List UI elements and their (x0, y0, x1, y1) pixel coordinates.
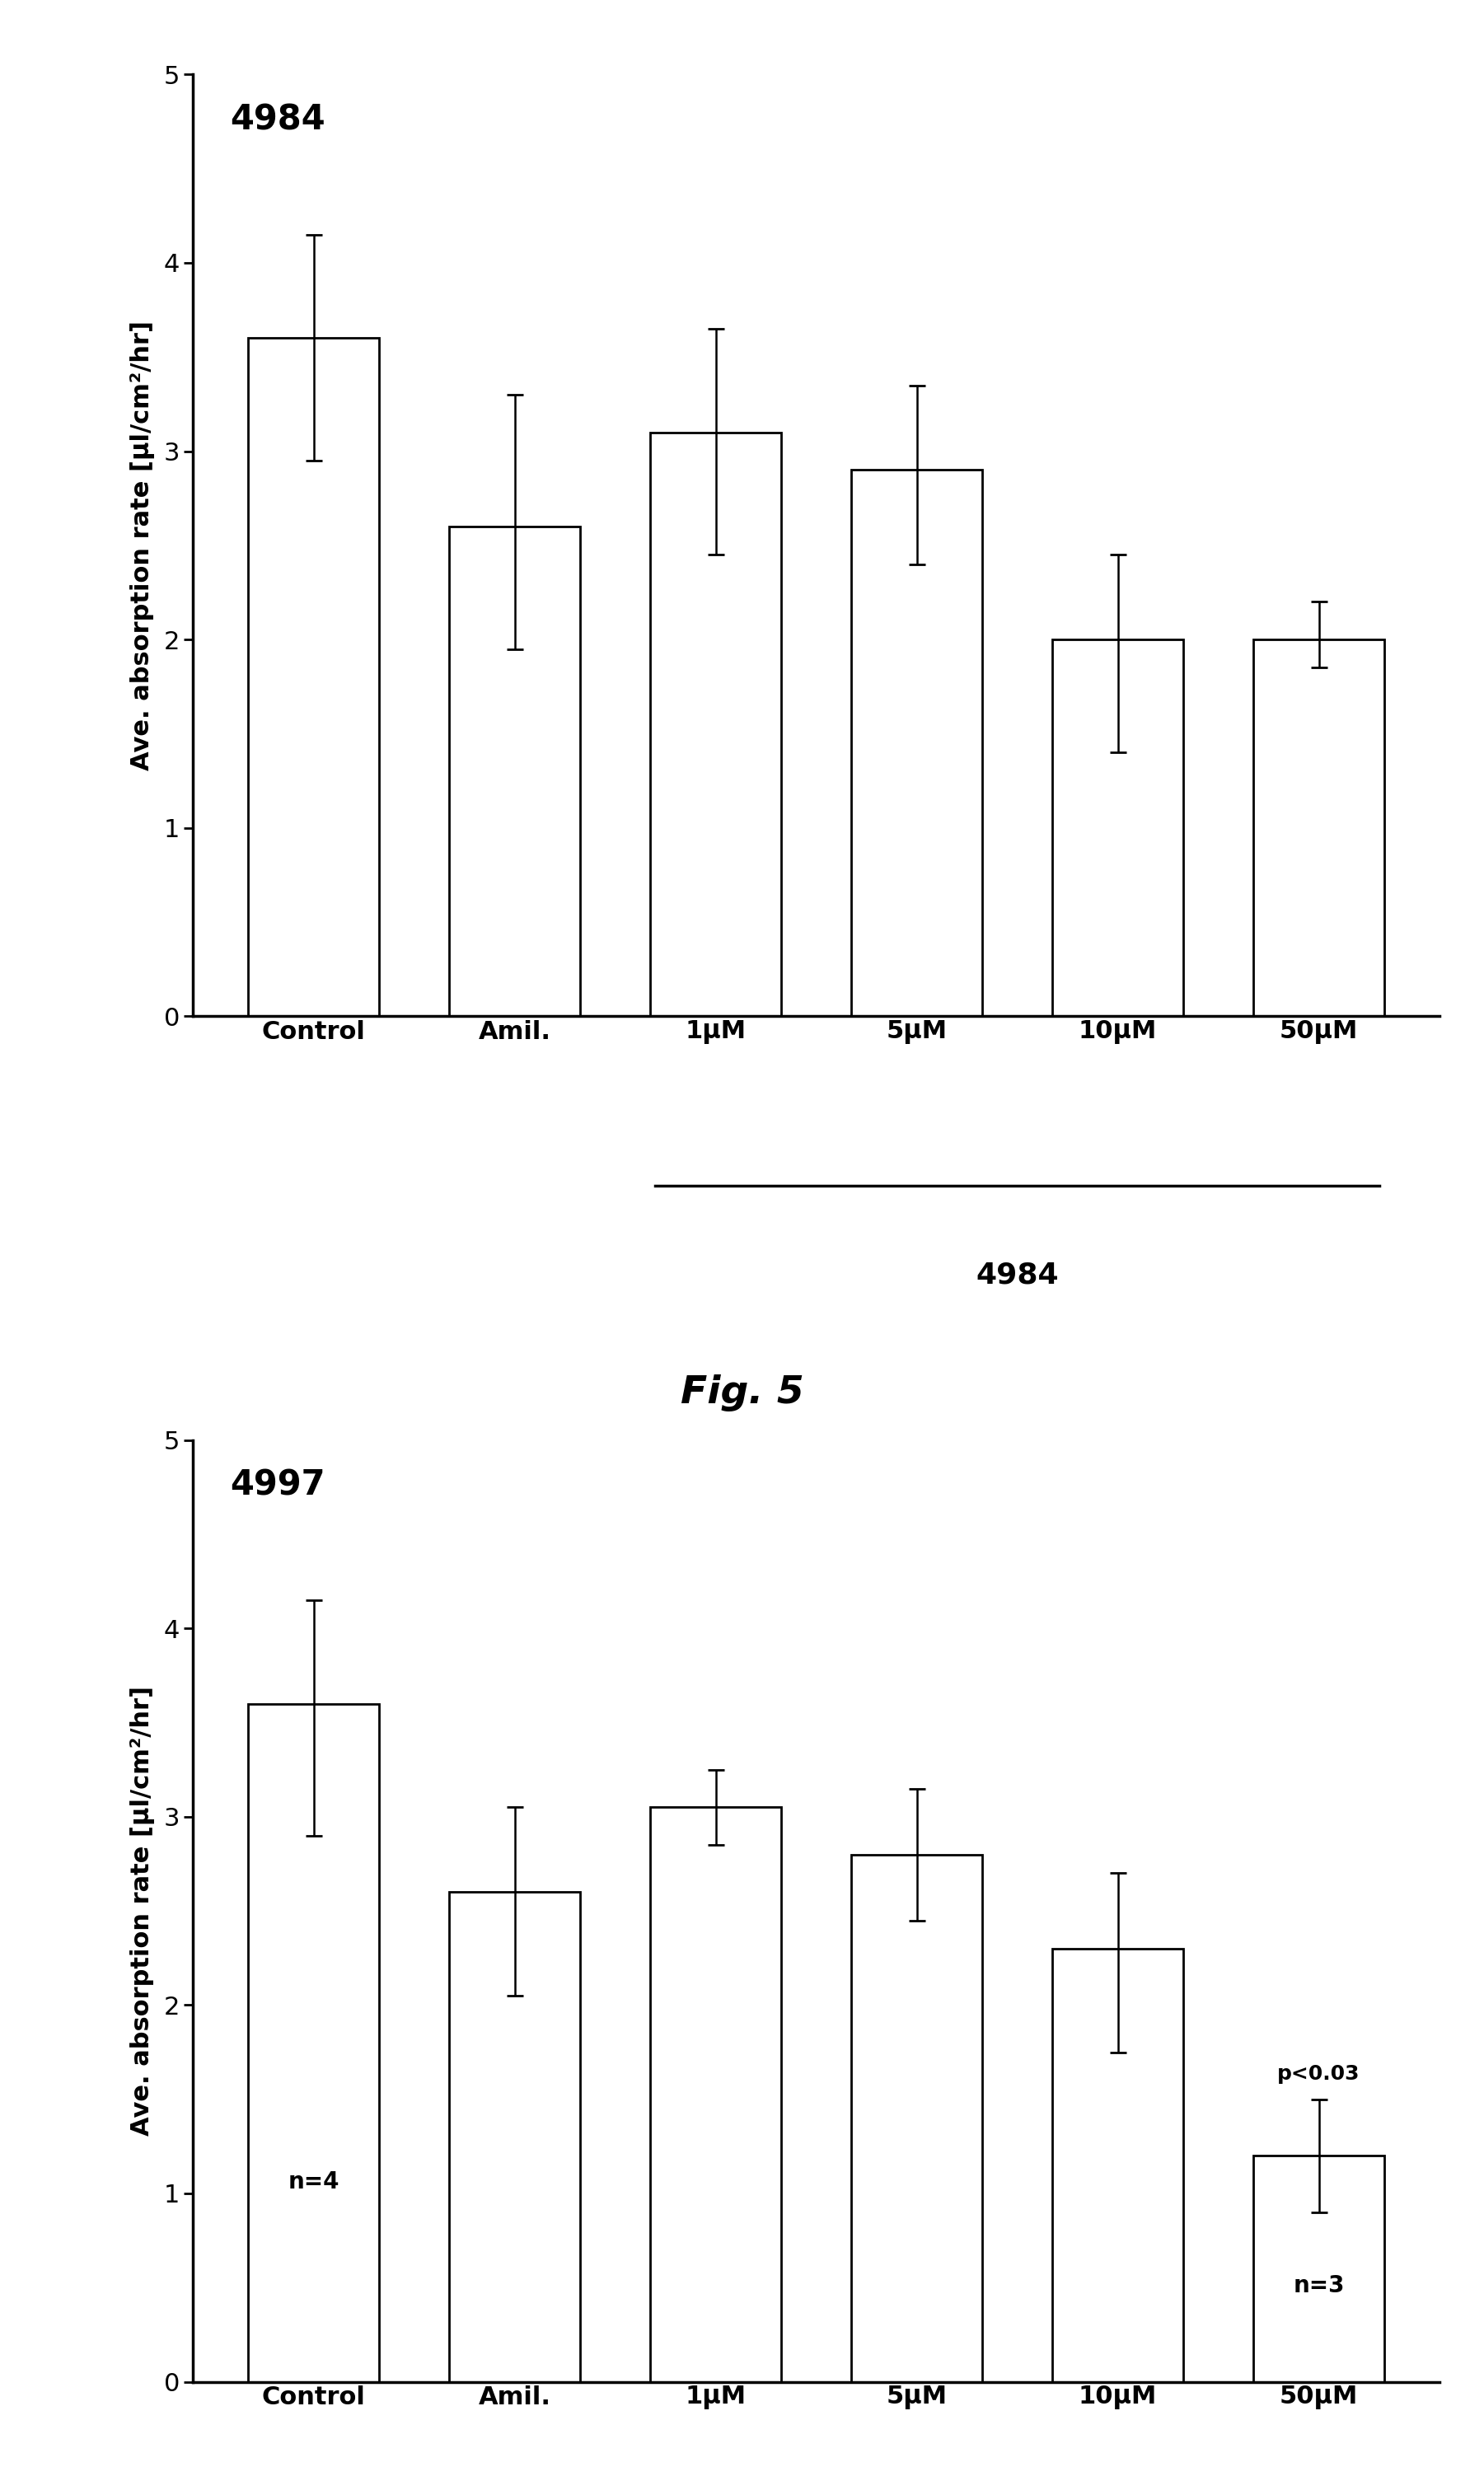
Bar (1254, 640, 1385, 1017)
Bar (1052, 1948, 1183, 2382)
Text: 4984: 4984 (976, 1260, 1058, 1290)
Bar (852, 469, 982, 1017)
Bar (1052, 640, 1183, 1017)
Text: n=3: n=3 (1293, 2275, 1345, 2297)
Y-axis label: Ave. absorption rate [μl/cm²/hr]: Ave. absorption rate [μl/cm²/hr] (129, 320, 154, 769)
Text: n=4: n=4 (288, 2171, 340, 2193)
Text: 4984: 4984 (230, 102, 325, 136)
Text: 4997: 4997 (230, 1469, 325, 1503)
Text: Fig. 5: Fig. 5 (680, 1374, 804, 1412)
Text: p<0.03: p<0.03 (1278, 2064, 1361, 2084)
Bar (450, 526, 580, 1017)
Bar (248, 1704, 378, 2382)
Y-axis label: Ave. absorption rate [μl/cm²/hr]: Ave. absorption rate [μl/cm²/hr] (129, 1687, 154, 2136)
Bar (1254, 2156, 1385, 2382)
Bar (248, 337, 378, 1017)
Bar (450, 1893, 580, 2382)
Bar (650, 1806, 781, 2382)
Bar (852, 1853, 982, 2382)
Bar (650, 432, 781, 1017)
